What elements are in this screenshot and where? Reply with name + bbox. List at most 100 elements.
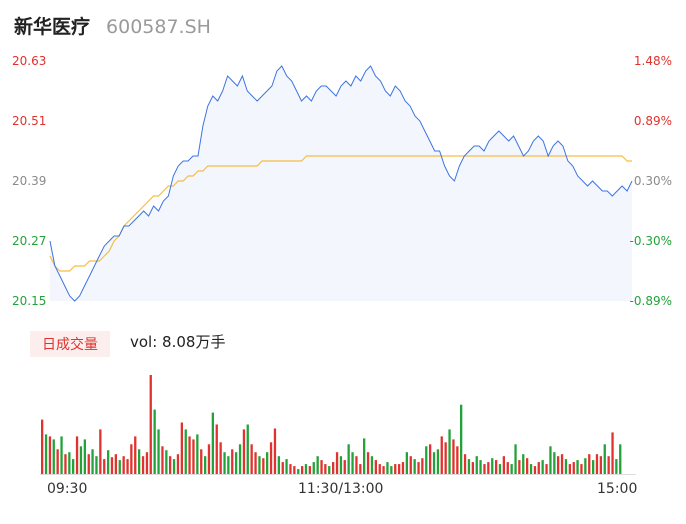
volume-bar [79, 446, 83, 474]
volume-bar [611, 432, 614, 474]
average-price-line [49, 155, 632, 272]
volume-bar [75, 436, 79, 474]
volume-bar [495, 460, 498, 474]
volume-bar [269, 442, 273, 474]
volume-bar [196, 434, 199, 474]
volume-bar [607, 456, 610, 474]
volume-bar [444, 442, 447, 474]
price-axis-label-3: 20.27 [12, 234, 47, 248]
volume-bar [603, 444, 606, 474]
volume-bar [99, 429, 102, 474]
volume-bar [184, 429, 187, 474]
volume-bar [409, 456, 412, 474]
volume-bar [254, 452, 257, 474]
volume-bar [285, 459, 288, 474]
volume-bar [541, 460, 544, 474]
volume-bar [398, 464, 401, 474]
volume-bar [308, 466, 311, 474]
volume-bar [417, 462, 420, 474]
volume-bar [250, 444, 253, 474]
volume-bar [301, 466, 304, 474]
volume-bar [297, 469, 300, 475]
volume-bar [273, 428, 277, 474]
volume-bar [394, 464, 397, 474]
volume-bar [413, 459, 416, 474]
percent-axis-label-1: 0.89% [633, 114, 672, 128]
volume-bar [227, 456, 230, 474]
volume-bar [429, 444, 432, 474]
volume-bar [180, 422, 183, 474]
volume-bar [572, 462, 575, 474]
volume-bar [41, 419, 44, 475]
volume-bar [48, 436, 52, 474]
volume-bar [204, 456, 207, 474]
volume-bar [157, 429, 160, 474]
volume-bar [246, 424, 249, 474]
volume-bar [324, 464, 327, 474]
volume-bar [235, 452, 238, 474]
volume-bar [584, 458, 587, 474]
volume-bar [378, 464, 381, 474]
volume-bar [557, 456, 560, 474]
volume-bar [595, 454, 599, 474]
volume-bar [452, 439, 455, 474]
price-axis-label-2: 20.39 [12, 174, 47, 188]
volume-bar [83, 439, 86, 474]
stock-header: 新华医疗 600587.SH [14, 12, 211, 40]
volume-bar [320, 460, 323, 474]
percent-axis-label-4: -0.89% [629, 294, 672, 308]
volume-bar [592, 460, 595, 474]
price-axis-label-1: 20.51 [12, 114, 47, 128]
volume-bar [68, 452, 71, 474]
volume-bar [549, 446, 552, 474]
volume-bar [145, 452, 149, 474]
volume-bar [114, 454, 117, 474]
volume-bar [529, 464, 533, 474]
volume-bar [564, 459, 568, 474]
volume-bar [479, 460, 482, 474]
volume-bar [363, 438, 366, 474]
volume-bar [599, 456, 602, 474]
volume-bar [456, 446, 459, 474]
time-axis-label-midday: 11:30/13:00 [298, 481, 384, 497]
volume-bar [390, 466, 393, 474]
percent-axis-label-0: 1.48% [633, 54, 672, 68]
volume-bar [165, 450, 168, 474]
volume-bar [110, 457, 114, 474]
volume-bar [153, 409, 156, 474]
volume-bar [545, 464, 548, 474]
volume-bar [401, 462, 405, 474]
volume-bar [533, 466, 537, 474]
volume-bar [471, 462, 474, 474]
volume-bar [215, 424, 218, 474]
time-axis-label-open: 09:30 [47, 481, 88, 497]
volume-bar [304, 464, 308, 474]
volume-bar [526, 458, 529, 474]
volume-bar [467, 459, 471, 474]
volume-bar [339, 456, 343, 474]
volume-bar [386, 462, 389, 474]
volume-bar [619, 444, 622, 474]
price-line [49, 65, 633, 302]
volume-bar [366, 452, 370, 474]
volume-bar [293, 466, 296, 474]
volume-bar [258, 456, 261, 474]
volume-bar [161, 446, 164, 474]
stock-name: 新华医疗 [14, 16, 91, 38]
volume-bar [192, 439, 195, 474]
volume-bar [52, 439, 55, 474]
volume-bar [522, 454, 525, 474]
volume-bar [510, 464, 513, 474]
volume-bar [266, 452, 269, 474]
volume-bar [359, 464, 362, 474]
volume-bar [242, 429, 246, 474]
volume-bar [138, 449, 141, 475]
volume-bar [91, 449, 94, 475]
percent-axis-label-3: -0.30% [629, 234, 672, 248]
volume-bar [238, 444, 242, 474]
volume-bar [312, 462, 315, 474]
volume-bar [475, 456, 478, 474]
volume-bar [405, 452, 408, 474]
volume-period-tab[interactable]: 日成交量 [30, 331, 110, 357]
